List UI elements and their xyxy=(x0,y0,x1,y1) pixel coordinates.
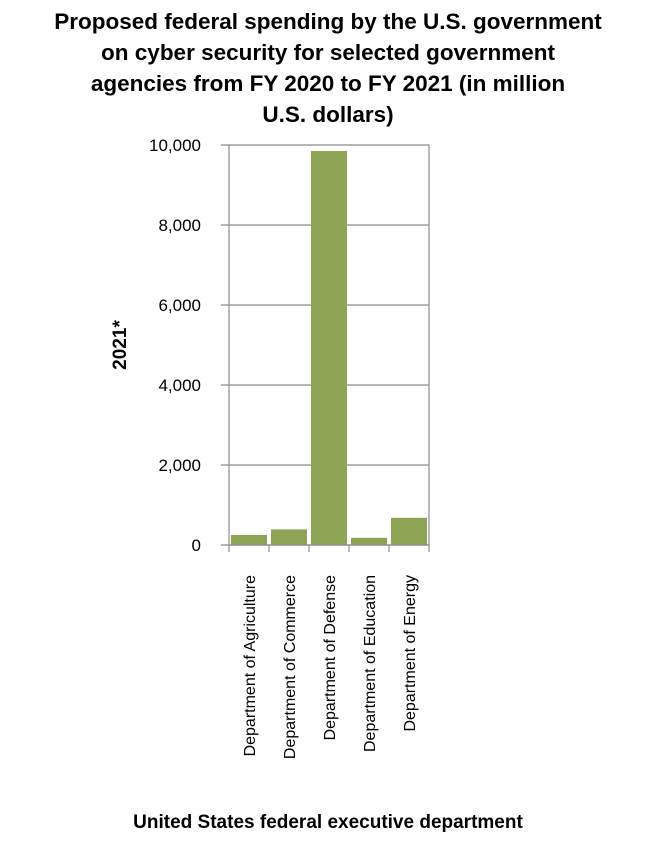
y-tick-label: 10,000 xyxy=(149,136,201,155)
bar xyxy=(231,535,267,545)
x-tick-labels: Department of Agriculture Department of C… xyxy=(242,575,419,759)
x-tick-label: Department of Energy xyxy=(402,575,419,732)
y-tick-label: 6,000 xyxy=(158,296,201,315)
y-tick-label: 4,000 xyxy=(158,376,201,395)
axes xyxy=(228,145,430,552)
bar xyxy=(271,529,307,545)
x-tick-label: Department of Commerce xyxy=(282,575,299,759)
chart-title-line-1: Proposed federal spending by the U.S. go… xyxy=(54,9,602,34)
chart-title-line-3: agencies from FY 2020 to FY 2021 (in mil… xyxy=(90,71,566,96)
chart-title-line-2: on cyber security for selected governmen… xyxy=(101,40,555,65)
bars xyxy=(231,151,427,545)
x-tick-label: Department of Education xyxy=(362,575,379,752)
y-tick-label: 2,000 xyxy=(158,456,201,475)
y-axis-label: 2021* xyxy=(110,320,131,370)
y-tick-label: 8,000 xyxy=(158,216,201,235)
bar xyxy=(391,517,427,545)
bar xyxy=(311,151,347,545)
x-axis-label: United States federal executive departme… xyxy=(133,812,523,833)
bar xyxy=(351,537,387,545)
x-tick-label: Department of Agriculture xyxy=(242,575,259,757)
x-tick-label: Department of Defense xyxy=(322,575,339,741)
y-tick-label: 0 xyxy=(192,536,201,555)
y-tick-labels: 0 2,000 4,000 6,000 8,000 10,000 xyxy=(149,136,201,555)
chart-title: Proposed federal spending by the U.S. go… xyxy=(0,6,656,130)
chart-title-line-4: U.S. dollars) xyxy=(262,102,394,127)
